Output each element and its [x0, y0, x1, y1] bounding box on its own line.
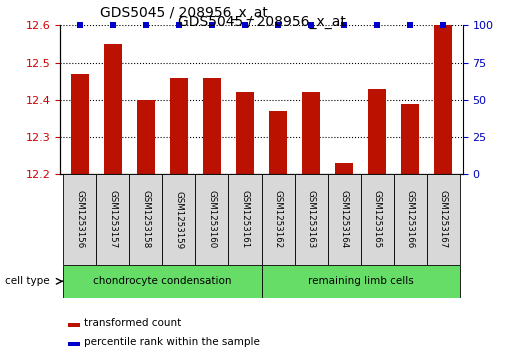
Text: remaining limb cells: remaining limb cells	[308, 276, 413, 286]
Bar	[327, 174, 360, 265]
Bar	[63, 174, 96, 265]
Bar	[236, 92, 254, 174]
Text: GSM1253167: GSM1253167	[439, 191, 448, 249]
Bar	[368, 89, 386, 174]
Text: GSM1253164: GSM1253164	[339, 191, 348, 249]
Bar	[170, 77, 188, 174]
Bar	[203, 77, 221, 174]
Text: GSM1253159: GSM1253159	[175, 191, 184, 249]
Bar	[63, 265, 262, 298]
Text: GSM1253162: GSM1253162	[274, 191, 282, 249]
Text: GSM1253157: GSM1253157	[108, 191, 118, 249]
Bar	[393, 174, 427, 265]
Text: GSM1253160: GSM1253160	[208, 191, 217, 249]
Text: GSM1253166: GSM1253166	[405, 191, 415, 249]
Bar	[68, 323, 81, 327]
Text: chondrocyte condensation: chondrocyte condensation	[93, 276, 232, 286]
Text: transformed count: transformed count	[84, 318, 181, 329]
Bar	[229, 174, 262, 265]
Bar	[262, 265, 460, 298]
Bar	[130, 174, 163, 265]
Text: GDS5045 / 208956_x_at: GDS5045 / 208956_x_at	[100, 6, 268, 20]
Bar	[302, 92, 320, 174]
Text: GSM1253158: GSM1253158	[141, 191, 151, 249]
Bar	[163, 174, 196, 265]
Text: GDS5045 / 208956_x_at: GDS5045 / 208956_x_at	[178, 15, 345, 29]
Text: GSM1253156: GSM1253156	[75, 191, 84, 249]
Bar	[104, 44, 122, 174]
Text: percentile rank within the sample: percentile rank within the sample	[84, 338, 260, 347]
Bar	[68, 342, 81, 346]
Bar	[269, 111, 287, 174]
Bar	[427, 174, 460, 265]
Text: cell type: cell type	[5, 276, 50, 286]
Bar	[196, 174, 229, 265]
Text: GSM1253165: GSM1253165	[372, 191, 382, 249]
Bar	[335, 163, 353, 174]
Text: GSM1253161: GSM1253161	[241, 191, 249, 249]
Bar	[96, 174, 130, 265]
Bar	[360, 174, 393, 265]
Bar	[71, 74, 89, 174]
Bar	[401, 103, 419, 174]
Bar	[137, 100, 155, 174]
Bar	[294, 174, 327, 265]
Bar	[262, 174, 294, 265]
Bar	[434, 25, 452, 174]
Text: GSM1253163: GSM1253163	[306, 191, 315, 249]
